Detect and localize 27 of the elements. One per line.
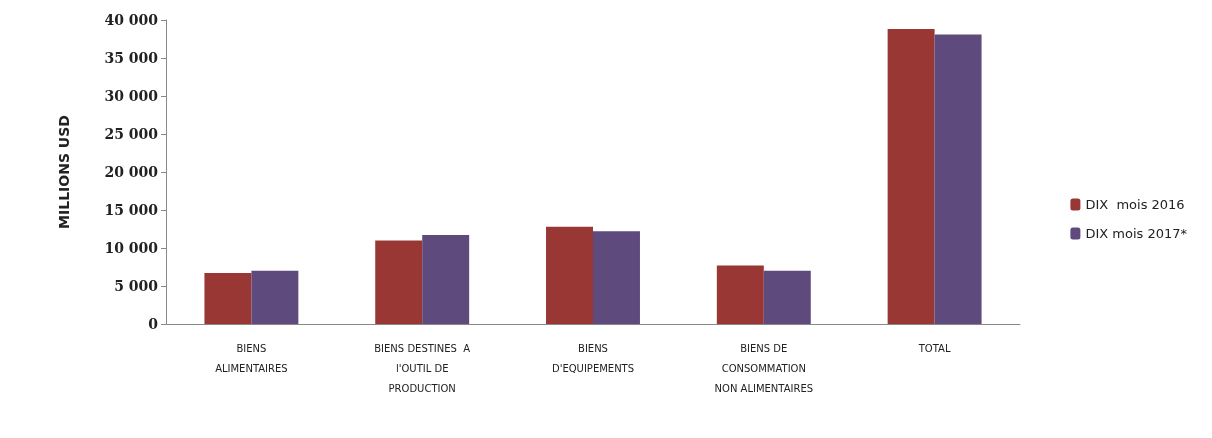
x-tick-label: BIENS DE CONSOMMATION NON ALIMENTAIRES	[714, 342, 814, 394]
legend-label: DIX mois 2017*	[1085, 226, 1188, 241]
legend-label: DIX mois 2016	[1085, 197, 1185, 212]
bar	[546, 226, 593, 324]
bar	[422, 235, 470, 324]
x-tick-label: BIENS D'EQUIPEMENTS	[551, 342, 635, 374]
bar	[251, 270, 299, 324]
y-axis-title: MILLIONS USD	[56, 115, 72, 229]
y-tick-label: 0	[148, 316, 159, 332]
bar	[716, 265, 764, 324]
bar	[763, 270, 811, 324]
y-tick-label: 25 000	[104, 126, 159, 142]
bar	[375, 240, 423, 324]
y-tick-label: 15 000	[104, 202, 159, 218]
bar	[934, 34, 982, 324]
y-tick-label: 10 000	[104, 240, 159, 256]
x-tick-label: TOTAL	[917, 342, 951, 354]
y-tick-label: 35 000	[104, 50, 159, 66]
bar	[593, 231, 640, 324]
bar	[887, 29, 935, 324]
y-tick-label: 5 000	[114, 278, 159, 294]
x-tick-label: BIENS ALIMENTAIRES	[215, 342, 288, 374]
y-tick-label: 30 000	[104, 88, 159, 104]
y-tick-label: 40 000	[104, 12, 159, 28]
x-tick-label: BIENS DESTINES A l'OUTIL DE PRODUCTION	[374, 342, 471, 394]
y-tick-label: 20 000	[104, 164, 159, 180]
bar	[204, 273, 252, 324]
